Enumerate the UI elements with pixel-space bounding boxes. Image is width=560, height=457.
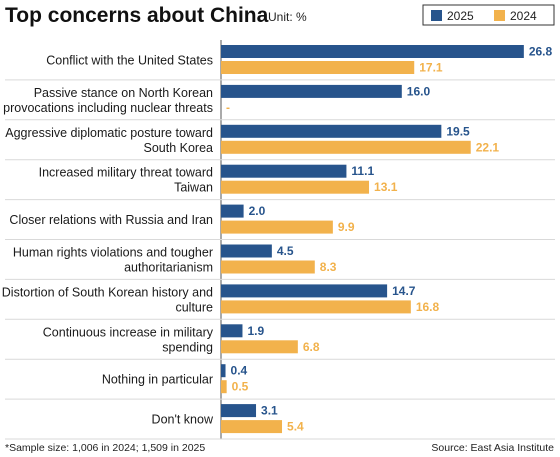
category-label: Nothing in particular	[102, 373, 213, 387]
bar-2024	[221, 61, 415, 74]
value-label-2024: 0.5	[232, 380, 249, 394]
bar-2024	[221, 300, 411, 314]
value-label-2024: 6.8	[303, 340, 320, 354]
legend-label-2025: 2025	[447, 9, 474, 23]
bar-2025	[221, 204, 244, 218]
value-label-2025: 3.1	[261, 404, 278, 418]
bar-2025	[221, 124, 442, 138]
bar-2024	[221, 420, 283, 434]
value-label-2024: 5.4	[287, 420, 304, 434]
category-label: Continuous increase in military	[43, 325, 214, 339]
value-label-2025: 19.5	[446, 124, 470, 138]
value-label-2025: 26.8	[529, 45, 553, 59]
value-label-2025: 11.1	[351, 164, 374, 178]
plot-area: Conflict with the United States 26.8 17.1 P…	[2, 40, 555, 440]
category-label: Conflict with the United States	[46, 53, 213, 67]
category-label: Human rights violations and tougher	[13, 245, 213, 259]
chart-title: Top concerns about China	[5, 4, 269, 27]
category-label: spending	[162, 340, 213, 354]
bar-2025	[221, 84, 402, 98]
bar-2025	[221, 45, 524, 58]
value-label-2025: 0.4	[231, 364, 248, 378]
category-label: Taiwan	[174, 181, 213, 195]
value-label-2024: 17.1	[419, 61, 443, 75]
category-label: Distortion of South Korean history and	[2, 285, 213, 299]
bar-2024	[221, 340, 298, 354]
bar-2025	[221, 164, 347, 178]
category-label: South Korea	[144, 141, 214, 155]
category-label: authoritarianism	[124, 260, 213, 274]
category-label: Closer relations with Russia and Iran	[9, 213, 213, 227]
value-label-2024: 22.1	[476, 140, 500, 154]
bar-2025	[221, 404, 257, 418]
bar-2025	[221, 324, 243, 338]
bar-2024	[221, 380, 227, 394]
bar-2024	[221, 260, 315, 274]
category-label: Increased military threat toward	[39, 166, 213, 180]
value-label-2025: 14.7	[392, 284, 416, 298]
bar-2024	[221, 140, 471, 154]
value-label-2024: -	[226, 100, 230, 114]
bar-2024	[221, 220, 333, 234]
value-label-2025: 2.0	[249, 204, 266, 218]
legend-label-2024: 2024	[510, 9, 537, 23]
category-label: Aggressive diplomatic posture toward	[5, 126, 213, 140]
legend-swatch-2024	[494, 10, 505, 21]
value-label-2024: 9.9	[338, 220, 355, 234]
footnote: *Sample size: 1,006 in 2024; 1,509 in 20…	[5, 442, 205, 454]
legend: 2025 2024	[422, 4, 555, 26]
source-note: Source: East Asia Institute	[431, 442, 554, 454]
bar-2025	[221, 284, 388, 298]
bar-2025	[221, 244, 272, 258]
category-label: Don't know	[152, 413, 214, 427]
value-label-2024: 8.3	[320, 260, 337, 274]
bar-2025	[221, 364, 226, 378]
unit-label: Unit: %	[268, 10, 307, 24]
value-label-2025: 1.9	[247, 324, 264, 338]
legend-box	[422, 4, 555, 26]
category-label: Passive stance on North Korean	[34, 86, 213, 100]
legend-swatch-2025	[431, 10, 442, 21]
value-label-2025: 16.0	[407, 84, 431, 98]
value-label-2025: 4.5	[277, 244, 294, 258]
bar-2024	[221, 180, 370, 194]
category-label: culture	[175, 300, 213, 314]
value-label-2024: 16.8	[416, 300, 440, 314]
value-label-2024: 13.1	[374, 180, 398, 194]
category-label: provocations including nuclear threats	[3, 101, 213, 115]
